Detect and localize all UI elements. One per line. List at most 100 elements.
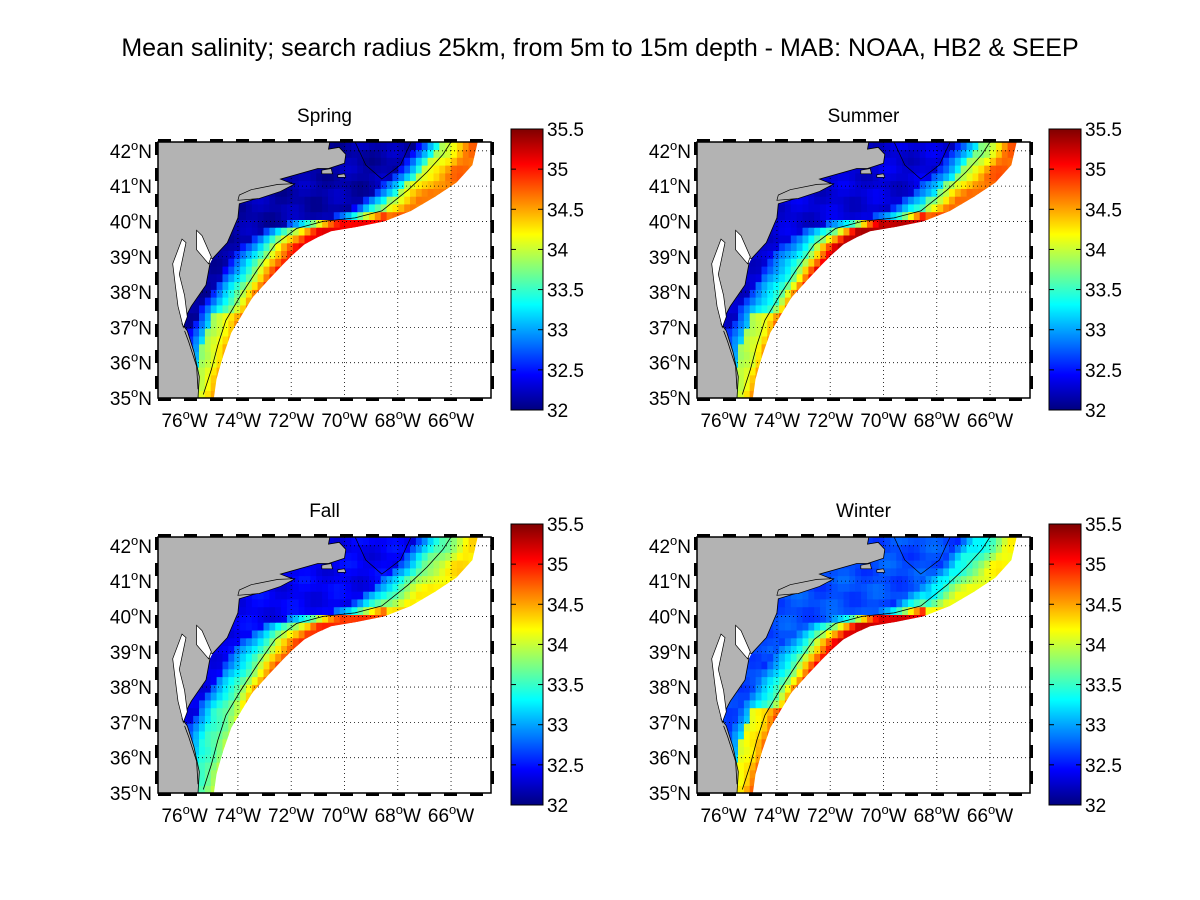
lon-tick-label: 74oW (754, 802, 800, 827)
map-area (697, 537, 1030, 793)
colorbar: 35.5 35 34.5 34 33.5 33 32.5 32 (510, 515, 584, 817)
land (158, 142, 347, 398)
panel-summer: Summer 35oN 36oN 37oN 38oN 39oN 40oN 41oN 42oN 76… (649, 106, 1122, 432)
lat-tick-label: 41oN (649, 568, 691, 593)
bank-contour (354, 537, 412, 575)
colorbar-tick-label: 33.5 (1085, 676, 1122, 697)
lat-tick-label: 35oN (110, 385, 152, 410)
lat-tick-label: 35oN (110, 780, 152, 805)
figure-title: Mean salinity; search radius 25km, from … (121, 34, 1078, 62)
colorbar-tick-label: 32 (547, 796, 568, 817)
colorbar-tick-label: 33.5 (547, 676, 584, 697)
colorbar-tick-label: 33 (1085, 716, 1106, 737)
lat-tick-label: 38oN (110, 279, 152, 304)
isobath-contour (741, 142, 991, 395)
panel-fall: Fall 35oN 36oN 37oN 38oN 39oN 40oN 41oN 42oN 76oW… (110, 501, 584, 827)
colorbar: 35.5 35 34.5 34 33.5 33 32.5 32 (1048, 515, 1122, 817)
map-frame (155, 139, 494, 401)
lat-tick-label: 42oN (649, 533, 691, 558)
land (158, 537, 347, 793)
lat-tick-label: 40oN (649, 208, 691, 233)
colorbar-tick-label: 35.5 (1085, 120, 1122, 141)
lon-tick-label: 70oW (860, 802, 906, 827)
lon-tick-label: 66oW (428, 802, 474, 827)
lon-tick-label: 76oW (161, 407, 207, 432)
lon-tick-label: 76oW (161, 802, 207, 827)
colorbar-tick-label: 34 (547, 240, 569, 261)
colorbar-tick-label: 35.5 (1085, 515, 1122, 536)
lon-tick-label: 68oW (914, 407, 960, 432)
colorbar: 35.5 35 34.5 34 33.5 33 32.5 32 (1048, 120, 1122, 422)
lat-tick-label: 37oN (110, 314, 152, 339)
colorbar-tick-label: 34.5 (547, 595, 584, 616)
lat-tick-label: 37oN (110, 709, 152, 734)
colorbar-tick-label: 35 (547, 160, 568, 181)
colorbar-tick-label: 32 (1085, 796, 1106, 817)
colorbar-tick-label: 35 (1085, 555, 1106, 576)
lat-tick-label: 40oN (110, 208, 152, 233)
lat-tick-label: 36oN (649, 745, 691, 770)
lon-tick-label: 66oW (967, 802, 1013, 827)
lon-tick-label: 72oW (807, 407, 853, 432)
map-area (697, 142, 1030, 398)
lat-tick-label: 37oN (649, 709, 691, 734)
panel-title: Fall (309, 501, 340, 522)
lat-tick-label: 37oN (649, 314, 691, 339)
lon-tick-label: 68oW (375, 802, 421, 827)
colorbar-tick-label: 34 (1085, 635, 1107, 656)
lon-tick-label: 74oW (215, 802, 261, 827)
colorbar-tick-label: 34 (547, 635, 569, 656)
map-frame (694, 534, 1033, 796)
land (697, 537, 886, 793)
colorbar-tick-label: 34.5 (1085, 200, 1122, 221)
lon-tick-label: 66oW (428, 407, 474, 432)
lat-tick-label: 42oN (110, 533, 152, 558)
lon-tick-label: 72oW (268, 407, 314, 432)
colorbar-tick-label: 32.5 (547, 756, 584, 777)
bank-contour (354, 142, 412, 180)
lat-tick-label: 41oN (110, 568, 152, 593)
lat-tick-label: 36oN (649, 350, 691, 375)
colorbar-tick-label: 33 (547, 321, 568, 342)
colorbar-tick-label: 35 (547, 555, 568, 576)
land (697, 142, 886, 398)
colorbar-tick-label: 32.5 (1085, 361, 1122, 382)
lat-tick-label: 39oN (110, 639, 152, 664)
colorbar-tick-label: 32.5 (1085, 756, 1122, 777)
lat-tick-label: 42oN (110, 138, 152, 163)
lat-tick-label: 39oN (649, 639, 691, 664)
lat-tick-label: 40oN (649, 603, 691, 628)
lat-tick-label: 36oN (110, 350, 152, 375)
lon-tick-label: 72oW (268, 802, 314, 827)
colorbar-tick-label: 33.5 (1085, 281, 1122, 302)
lon-tick-label: 70oW (321, 407, 367, 432)
lon-tick-label: 70oW (321, 802, 367, 827)
colorbar-tick-label: 33.5 (547, 281, 584, 302)
colorbar-tick-label: 33 (1085, 321, 1106, 342)
panel-spring: Spring 35oN 36oN 37oN 38oN 39oN 40oN 41oN 42oN 76… (110, 106, 584, 432)
colorbar-tick-label: 33 (547, 716, 568, 737)
colorbar-tick-label: 32.5 (547, 361, 584, 382)
panel-title: Spring (297, 106, 352, 127)
lat-tick-label: 39oN (649, 244, 691, 269)
lon-tick-label: 74oW (754, 407, 800, 432)
map-frame (694, 139, 1033, 401)
panel-title: Summer (828, 106, 900, 127)
isobath-contour (741, 537, 991, 790)
colorbar-tick-label: 34.5 (547, 200, 584, 221)
lon-tick-label: 72oW (807, 802, 853, 827)
lon-tick-label: 74oW (215, 407, 261, 432)
lat-tick-label: 40oN (110, 603, 152, 628)
lat-tick-label: 38oN (649, 674, 691, 699)
lon-tick-label: 68oW (375, 407, 421, 432)
lat-tick-label: 35oN (649, 780, 691, 805)
map-area (158, 537, 491, 793)
colorbar-tick-label: 35.5 (547, 515, 584, 536)
colorbar-tick-label: 32 (1085, 401, 1106, 422)
colorbar-tick-label: 32 (547, 401, 568, 422)
lat-tick-label: 42oN (649, 138, 691, 163)
bank-contour (893, 537, 951, 575)
lon-tick-label: 66oW (967, 407, 1013, 432)
colorbar: 35.5 35 34.5 34 33.5 33 32.5 32 (510, 120, 584, 422)
